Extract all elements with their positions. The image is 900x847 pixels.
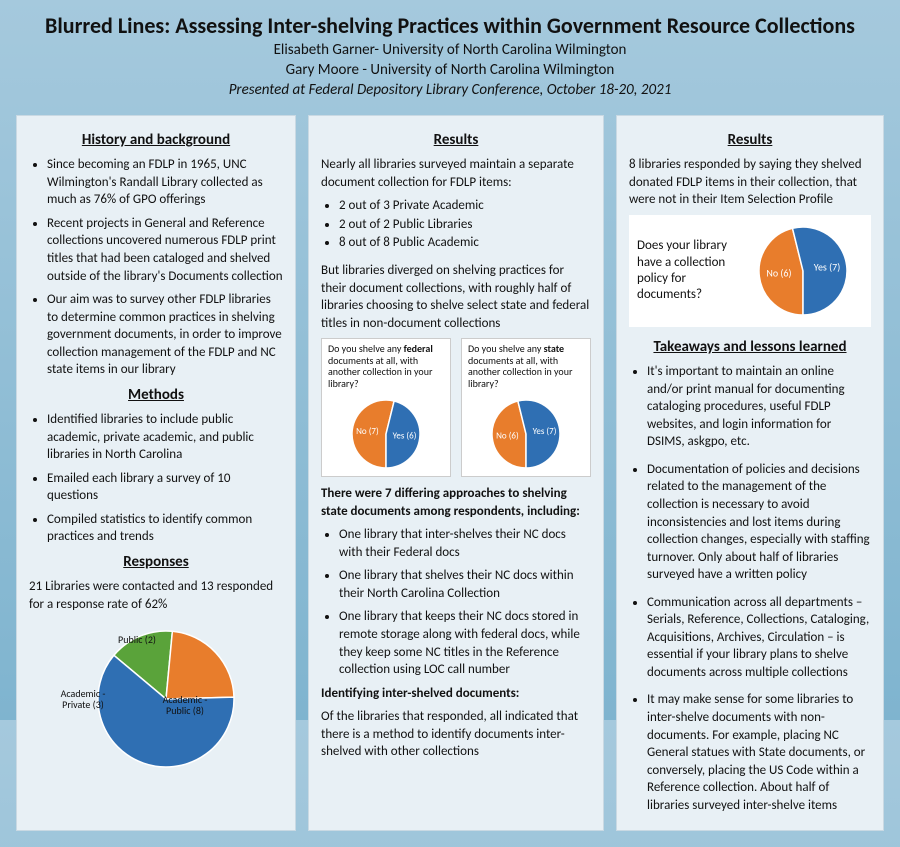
identifying-heading: Identifying inter-shelved documents: xyxy=(321,685,591,703)
list-item: It's important to maintain an online and… xyxy=(647,363,871,451)
svg-text:Yes (6): Yes (6) xyxy=(393,431,417,442)
list-item: 8 out of 8 Public Academic xyxy=(339,234,591,252)
list-item: One library that inter-shelves their NC … xyxy=(339,526,591,561)
history-heading: History and background xyxy=(29,130,283,150)
methods-list: Identified libraries to include public a… xyxy=(29,411,283,546)
mini-charts-row: Do you shelve any federal documents at a… xyxy=(321,338,591,477)
svg-text:Academic -Public (8): Academic -Public (8) xyxy=(163,693,208,717)
mini-chart-state: Do you shelve any state documents at all… xyxy=(461,338,591,477)
top-results-text: 8 libraries responded by saying they she… xyxy=(629,156,871,209)
results-intro: Nearly all libraries surveyed maintain a… xyxy=(321,156,591,191)
list-item: Since becoming an FDLP in 1965, UNC Wilm… xyxy=(47,156,283,209)
results-diverge: But libraries diverged on shelving pract… xyxy=(321,262,591,332)
policy-question: Does your library have a collection poli… xyxy=(637,238,735,303)
mini-chart-question: Do you shelve any federal documents at a… xyxy=(328,343,444,389)
svg-text:Academic -Private (3): Academic -Private (3) xyxy=(61,687,106,711)
results-heading-2: Results xyxy=(629,130,871,150)
poster-header: Blurred Lines: Assessing Inter-shelving … xyxy=(0,0,900,107)
svg-text:No (7): No (7) xyxy=(356,426,379,437)
mini-chart-federal: Do you shelve any federal documents at a… xyxy=(321,338,451,477)
responses-heading: Responses xyxy=(29,552,283,572)
takeaways-list: It's important to maintain an online and… xyxy=(629,363,871,814)
list-item: 2 out of 2 Public Libraries xyxy=(339,216,591,234)
responses-pie-chart: Public (2) Academic -Private (3) Academic … xyxy=(29,619,283,769)
venue-line: Presented at Federal Depository Library … xyxy=(30,81,870,99)
svg-text:Yes (7): Yes (7) xyxy=(533,426,557,437)
poster-columns: History and background Since becoming an… xyxy=(0,107,900,847)
svg-text:No (6): No (6) xyxy=(766,266,791,279)
takeaways-heading: Takeaways and lessons learned xyxy=(629,337,871,357)
history-list: Since becoming an FDLP in 1965, UNC Wilm… xyxy=(29,156,283,379)
author-1: Elisabeth Garner- University of North Ca… xyxy=(30,41,870,59)
list-item: Communication across all departments – S… xyxy=(647,594,871,682)
approaches-list: One library that inter-shelves their NC … xyxy=(321,526,591,678)
svg-text:Yes (7): Yes (7) xyxy=(814,260,840,273)
list-item: 2 out of 3 Private Academic xyxy=(339,197,591,215)
list-item: One library that shelves their NC docs w… xyxy=(339,567,591,602)
approaches-heading: There were 7 differing approaches to she… xyxy=(321,485,591,520)
list-item: Identified libraries to include public a… xyxy=(47,411,283,464)
svg-text:Public (2): Public (2) xyxy=(118,633,156,646)
author-2: Gary Moore - University of North Carolin… xyxy=(30,61,870,79)
list-item: Recent projects in General and Reference… xyxy=(47,215,283,285)
mini-chart-question: Do you shelve any state documents at all… xyxy=(468,343,584,389)
svg-text:No (6): No (6) xyxy=(496,431,519,442)
responses-text: 21 Libraries were contacted and 13 respo… xyxy=(29,578,283,613)
list-item: Our aim was to survey other FDLP librari… xyxy=(47,291,283,379)
results-intro-sublist: 2 out of 3 Private Academic 2 out of 2 P… xyxy=(321,197,591,252)
list-item: One library that keeps their NC docs sto… xyxy=(339,608,591,678)
column-2: Results Nearly all libraries surveyed ma… xyxy=(308,115,604,831)
poster-title: Blurred Lines: Assessing Inter-shelving … xyxy=(30,12,870,39)
identifying-text: Of the libraries that responded, all ind… xyxy=(321,708,591,761)
results-heading-1: Results xyxy=(321,130,591,150)
list-item: Compiled statistics to identify common p… xyxy=(47,511,283,546)
column-3: Results 8 libraries responded by saying … xyxy=(616,115,884,831)
list-item: Emailed each library a survey of 10 ques… xyxy=(47,470,283,505)
column-1: History and background Since becoming an… xyxy=(16,115,296,831)
methods-heading: Methods xyxy=(29,385,283,405)
policy-pie-chart: Does your library have a collection poli… xyxy=(629,215,871,327)
list-item: It may make sense for some libraries to … xyxy=(647,691,871,814)
list-item: Documentation of policies and decisions … xyxy=(647,461,871,584)
